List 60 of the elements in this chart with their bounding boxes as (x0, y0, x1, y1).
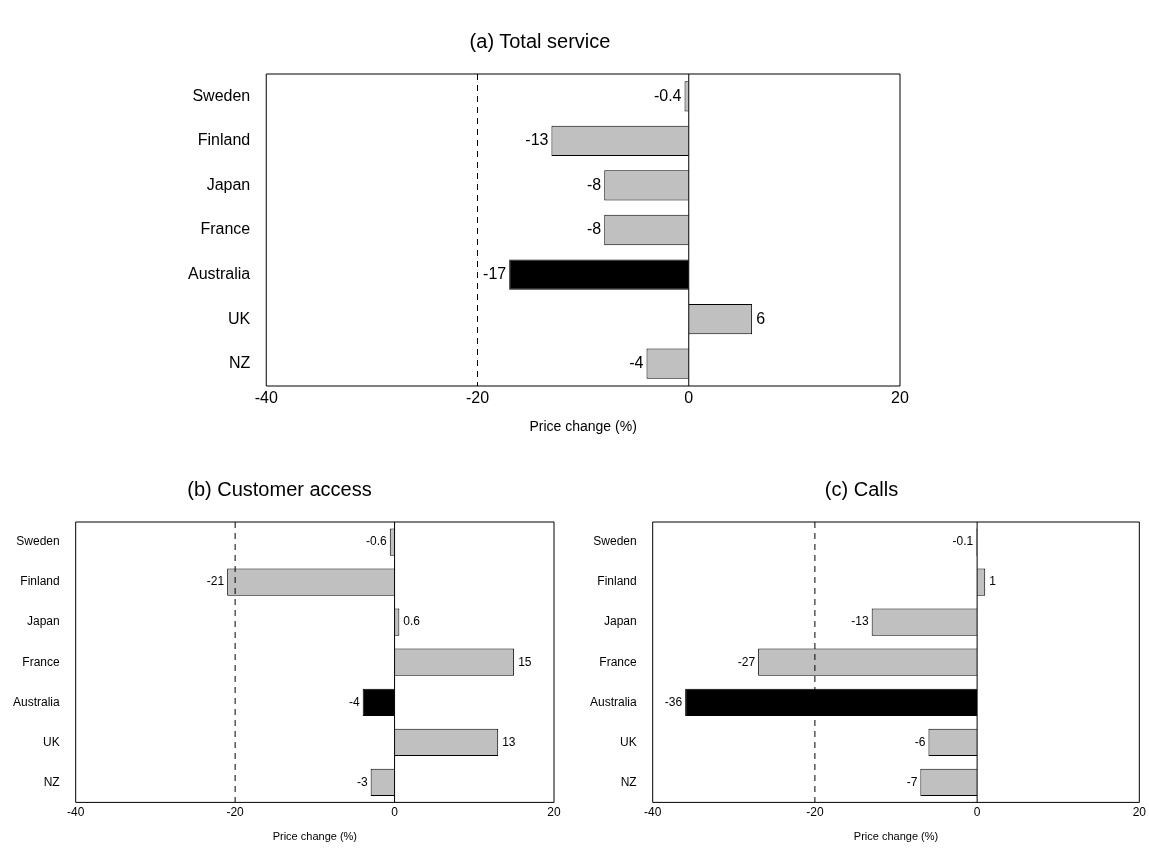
y-tick-label: NZ (228, 354, 251, 372)
data-label: -0.6 (366, 534, 388, 549)
x-tick-label: -40 (644, 804, 662, 819)
data-label: -4 (349, 694, 360, 709)
x-tick-label: 20 (1132, 804, 1147, 819)
x-tick-label: 0 (684, 389, 694, 407)
x-tick-label: -40 (254, 389, 278, 407)
data-label: -13 (851, 614, 869, 629)
y-tick-label: Sweden (16, 534, 60, 549)
y-tick-label: Australia (590, 694, 638, 709)
chart-title: (b) Customer access (187, 477, 372, 500)
data-label: -17 (483, 264, 507, 282)
y-tick-label: Australia (13, 694, 61, 709)
y-tick-label: UK (228, 309, 251, 327)
data-label: -8 (587, 220, 602, 238)
y-tick-label: Sweden (593, 534, 637, 549)
y-tick-label: Finland (20, 574, 60, 589)
data-label: 0.6 (403, 614, 421, 629)
y-tick-label: France (599, 654, 637, 669)
x-tick-label: -20 (806, 804, 824, 819)
data-label: -7 (906, 774, 918, 789)
chart-title: (a) Total service (469, 29, 611, 52)
y-tick-label: UK (620, 734, 637, 749)
x-axis-title: Price change (%) (529, 418, 637, 435)
x-tick-label: -20 (465, 389, 490, 407)
data-label: -21 (206, 574, 225, 589)
data-label: 6 (756, 309, 766, 327)
y-tick-label: Sweden (192, 86, 251, 104)
data-label: -0.1 (952, 534, 974, 549)
x-axis-title: Price change (%) (272, 830, 358, 843)
y-tick-label: Finland (597, 574, 637, 589)
x-tick-label: 0 (973, 804, 981, 819)
data-label: -6 (914, 734, 926, 749)
x-tick-label: 0 (391, 804, 399, 819)
y-tick-label: Japan (603, 614, 637, 629)
data-label: -4 (629, 354, 644, 372)
x-tick-label: 20 (891, 389, 909, 407)
y-tick-label: France (22, 654, 60, 669)
chart-title: (c) Calls (824, 477, 899, 500)
data-label: -27 (737, 654, 756, 669)
data-label: 15 (518, 654, 532, 669)
y-tick-label: NZ (43, 774, 60, 789)
y-tick-label: UK (43, 734, 60, 749)
y-tick-label: Japan (26, 614, 60, 629)
x-tick-label: -40 (67, 804, 85, 819)
data-label: 13 (502, 734, 516, 749)
x-tick-label: -20 (226, 804, 245, 819)
data-label: -36 (664, 694, 683, 709)
data-label: -13 (525, 131, 549, 149)
data-label: 1 (989, 574, 997, 589)
x-tick-label: 20 (547, 804, 561, 819)
data-label: -3 (356, 774, 368, 789)
y-tick-label: Finland (197, 131, 251, 149)
x-axis-title: Price change (%) (853, 830, 939, 843)
y-tick-label: France (200, 220, 251, 238)
y-tick-label: Australia (188, 264, 251, 282)
data-label: -8 (587, 175, 602, 193)
y-tick-label: NZ (620, 774, 637, 789)
data-label: -0.4 (653, 86, 682, 104)
y-tick-label: Japan (206, 175, 251, 193)
